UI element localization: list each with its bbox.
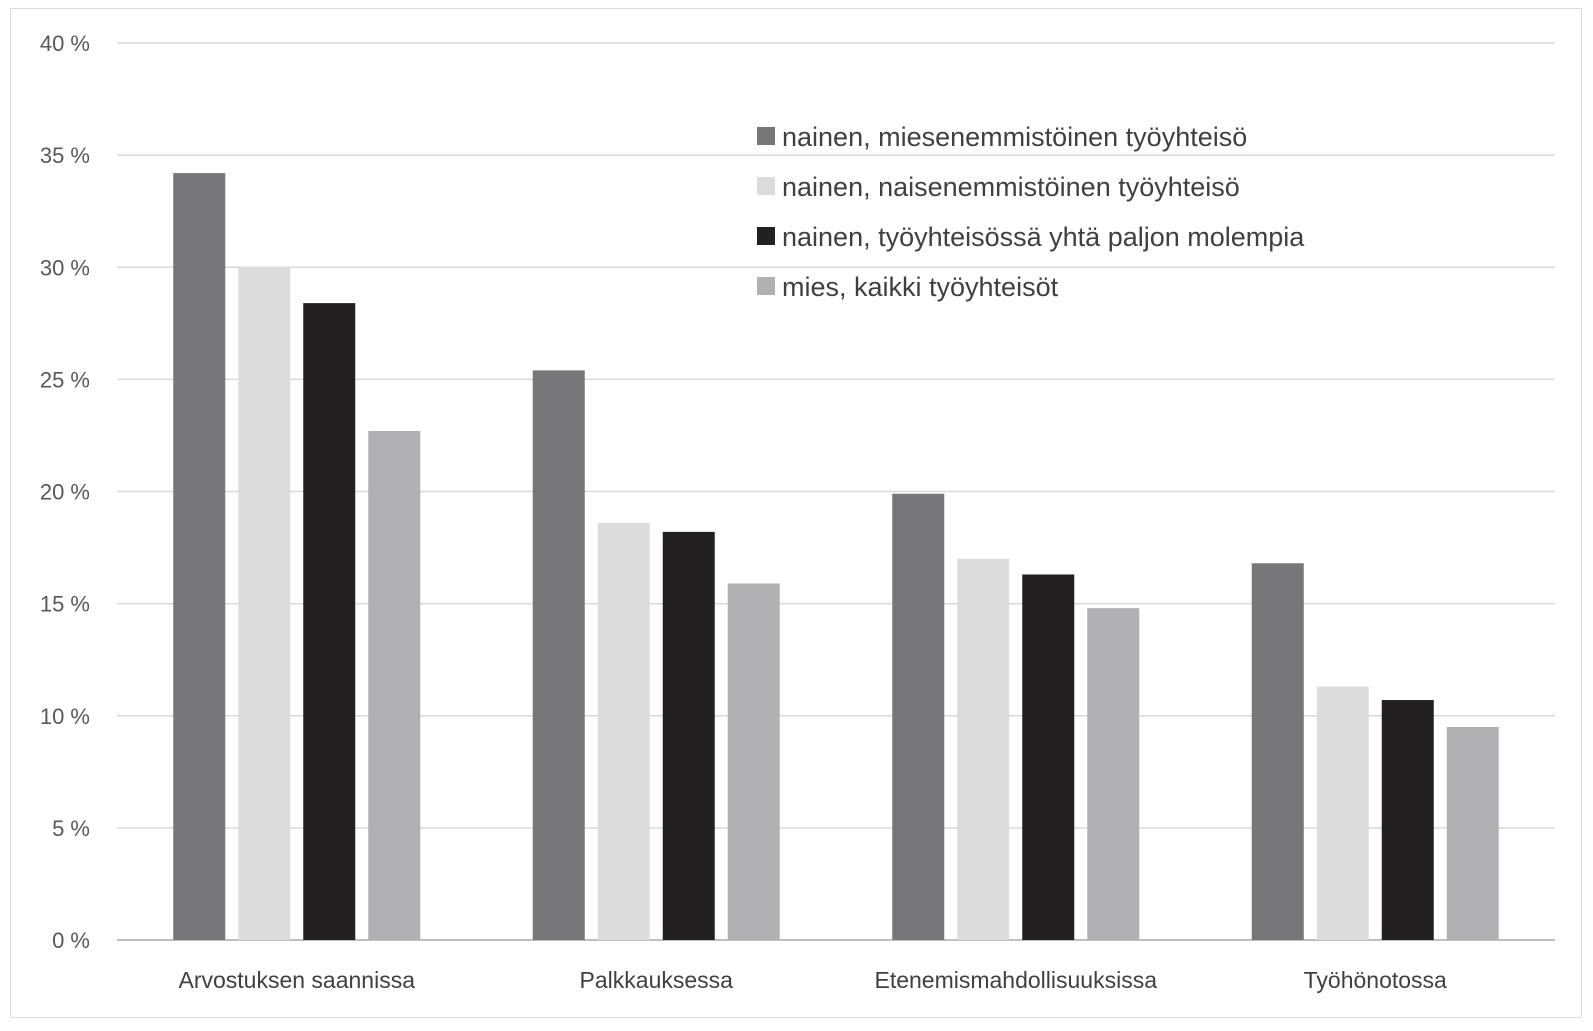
y-tick-label: 30 % [40,255,90,280]
legend: nainen, miesenemmistöinen työyhteisö nain… [757,122,1305,302]
bar [1381,700,1434,940]
bar [892,493,945,940]
x-category-label: Palkkauksessa [580,967,734,993]
bar [1251,563,1304,940]
x-axis-category-labels: Arvostuksen saannissa Palkkauksessa Etenem… [178,967,1447,993]
y-tick-label: 5 % [52,816,90,841]
legend-swatch [757,177,775,195]
bar [1316,686,1369,940]
bar [303,303,356,940]
x-category-label: Etenemismahdollisuuksissa [874,967,1157,993]
bar [368,430,421,940]
y-tick-label: 40 % [40,31,90,56]
bar [1087,608,1140,940]
legend-label: nainen, naisenemmistöinen työyhteisö [782,172,1240,202]
bar [173,173,226,940]
legend-label: nainen, miesenemmistöinen työyhteisö [782,122,1247,152]
legend-swatch [757,277,775,295]
bar [957,558,1010,940]
bar [238,267,291,940]
x-category-label: Työhönotossa [1304,967,1447,993]
bar [727,583,780,940]
y-tick-label: 10 % [40,704,90,729]
y-tick-label: 15 % [40,592,90,617]
bar [1022,574,1075,940]
x-category-label: Arvostuksen saannissa [178,967,415,993]
legend-label: mies, kaikki työyhteisöt [782,272,1059,302]
bar [532,370,585,940]
y-tick-label: 0 % [52,928,90,953]
legend-swatch [757,227,775,245]
bar [1446,726,1499,940]
legend-label: nainen, työyhteisössä yhtä paljon molemp… [782,222,1305,252]
bar [597,522,650,940]
bars [173,173,1499,940]
y-tick-label: 20 % [40,480,90,505]
y-tick-label: 35 % [40,143,90,168]
gridlines [117,42,1555,941]
y-axis-tick-labels: 0 % 5 % 10 % 15 % 20 % 25 % 30 % 35 % 40 % [40,31,90,953]
y-tick-label: 25 % [40,367,90,392]
legend-swatch [757,127,775,145]
bar [662,531,715,940]
